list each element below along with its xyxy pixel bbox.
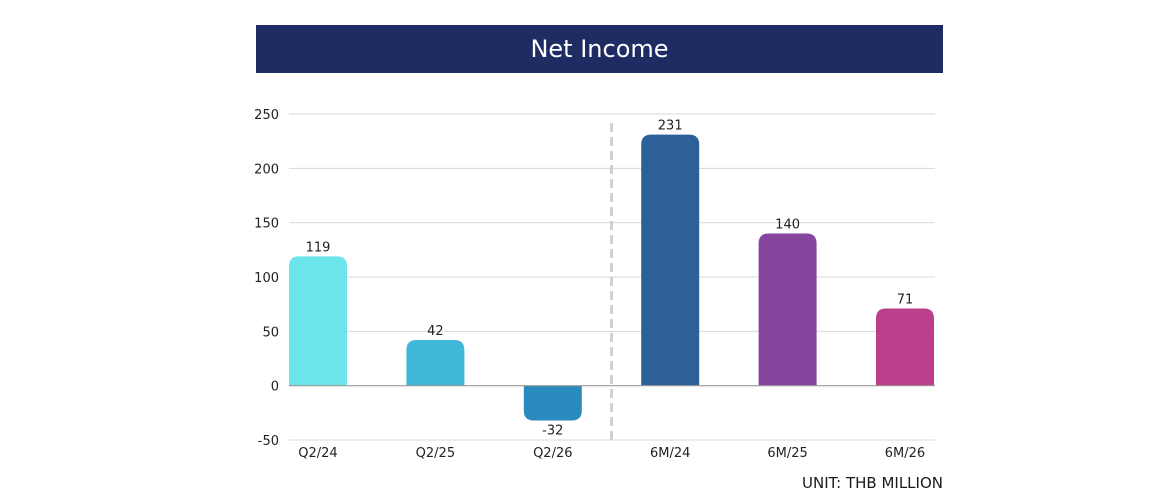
chart-title: Net Income (530, 35, 669, 63)
y-tick-label: 0 (271, 380, 279, 395)
unit-note: UNIT: THB MILLION (802, 474, 943, 492)
y-tick-label: 100 (254, 271, 279, 286)
data-label: 231 (658, 119, 683, 134)
data-label: 42 (427, 324, 444, 339)
y-tick-label: 250 (254, 108, 279, 123)
bar-q2-25 (406, 340, 465, 386)
x-tick-label: Q2/24 (298, 446, 337, 461)
bar-6m-24 (641, 134, 700, 386)
bar-6m-26 (876, 308, 934, 386)
bar-6m-25 (758, 233, 817, 386)
bar-q2-24 (289, 256, 347, 386)
data-label: 140 (775, 218, 800, 233)
y-tick-label: -50 (258, 434, 279, 449)
x-tick-label: 6M/25 (767, 446, 807, 461)
y-tick-label: 200 (254, 162, 279, 177)
x-tick-label: 6M/26 (885, 446, 925, 461)
data-label: 119 (306, 240, 331, 255)
bar-q2-26 (523, 385, 582, 421)
x-tick-label: 6M/24 (650, 446, 690, 461)
data-label: -32 (542, 423, 563, 438)
chart-title-bar: Net Income (256, 25, 943, 73)
y-tick-label: 150 (254, 217, 279, 232)
x-tick-label: Q2/25 (416, 446, 455, 461)
data-label: 71 (897, 293, 914, 308)
x-tick-label: Q2/26 (533, 446, 572, 461)
y-tick-label: 50 (262, 325, 279, 340)
